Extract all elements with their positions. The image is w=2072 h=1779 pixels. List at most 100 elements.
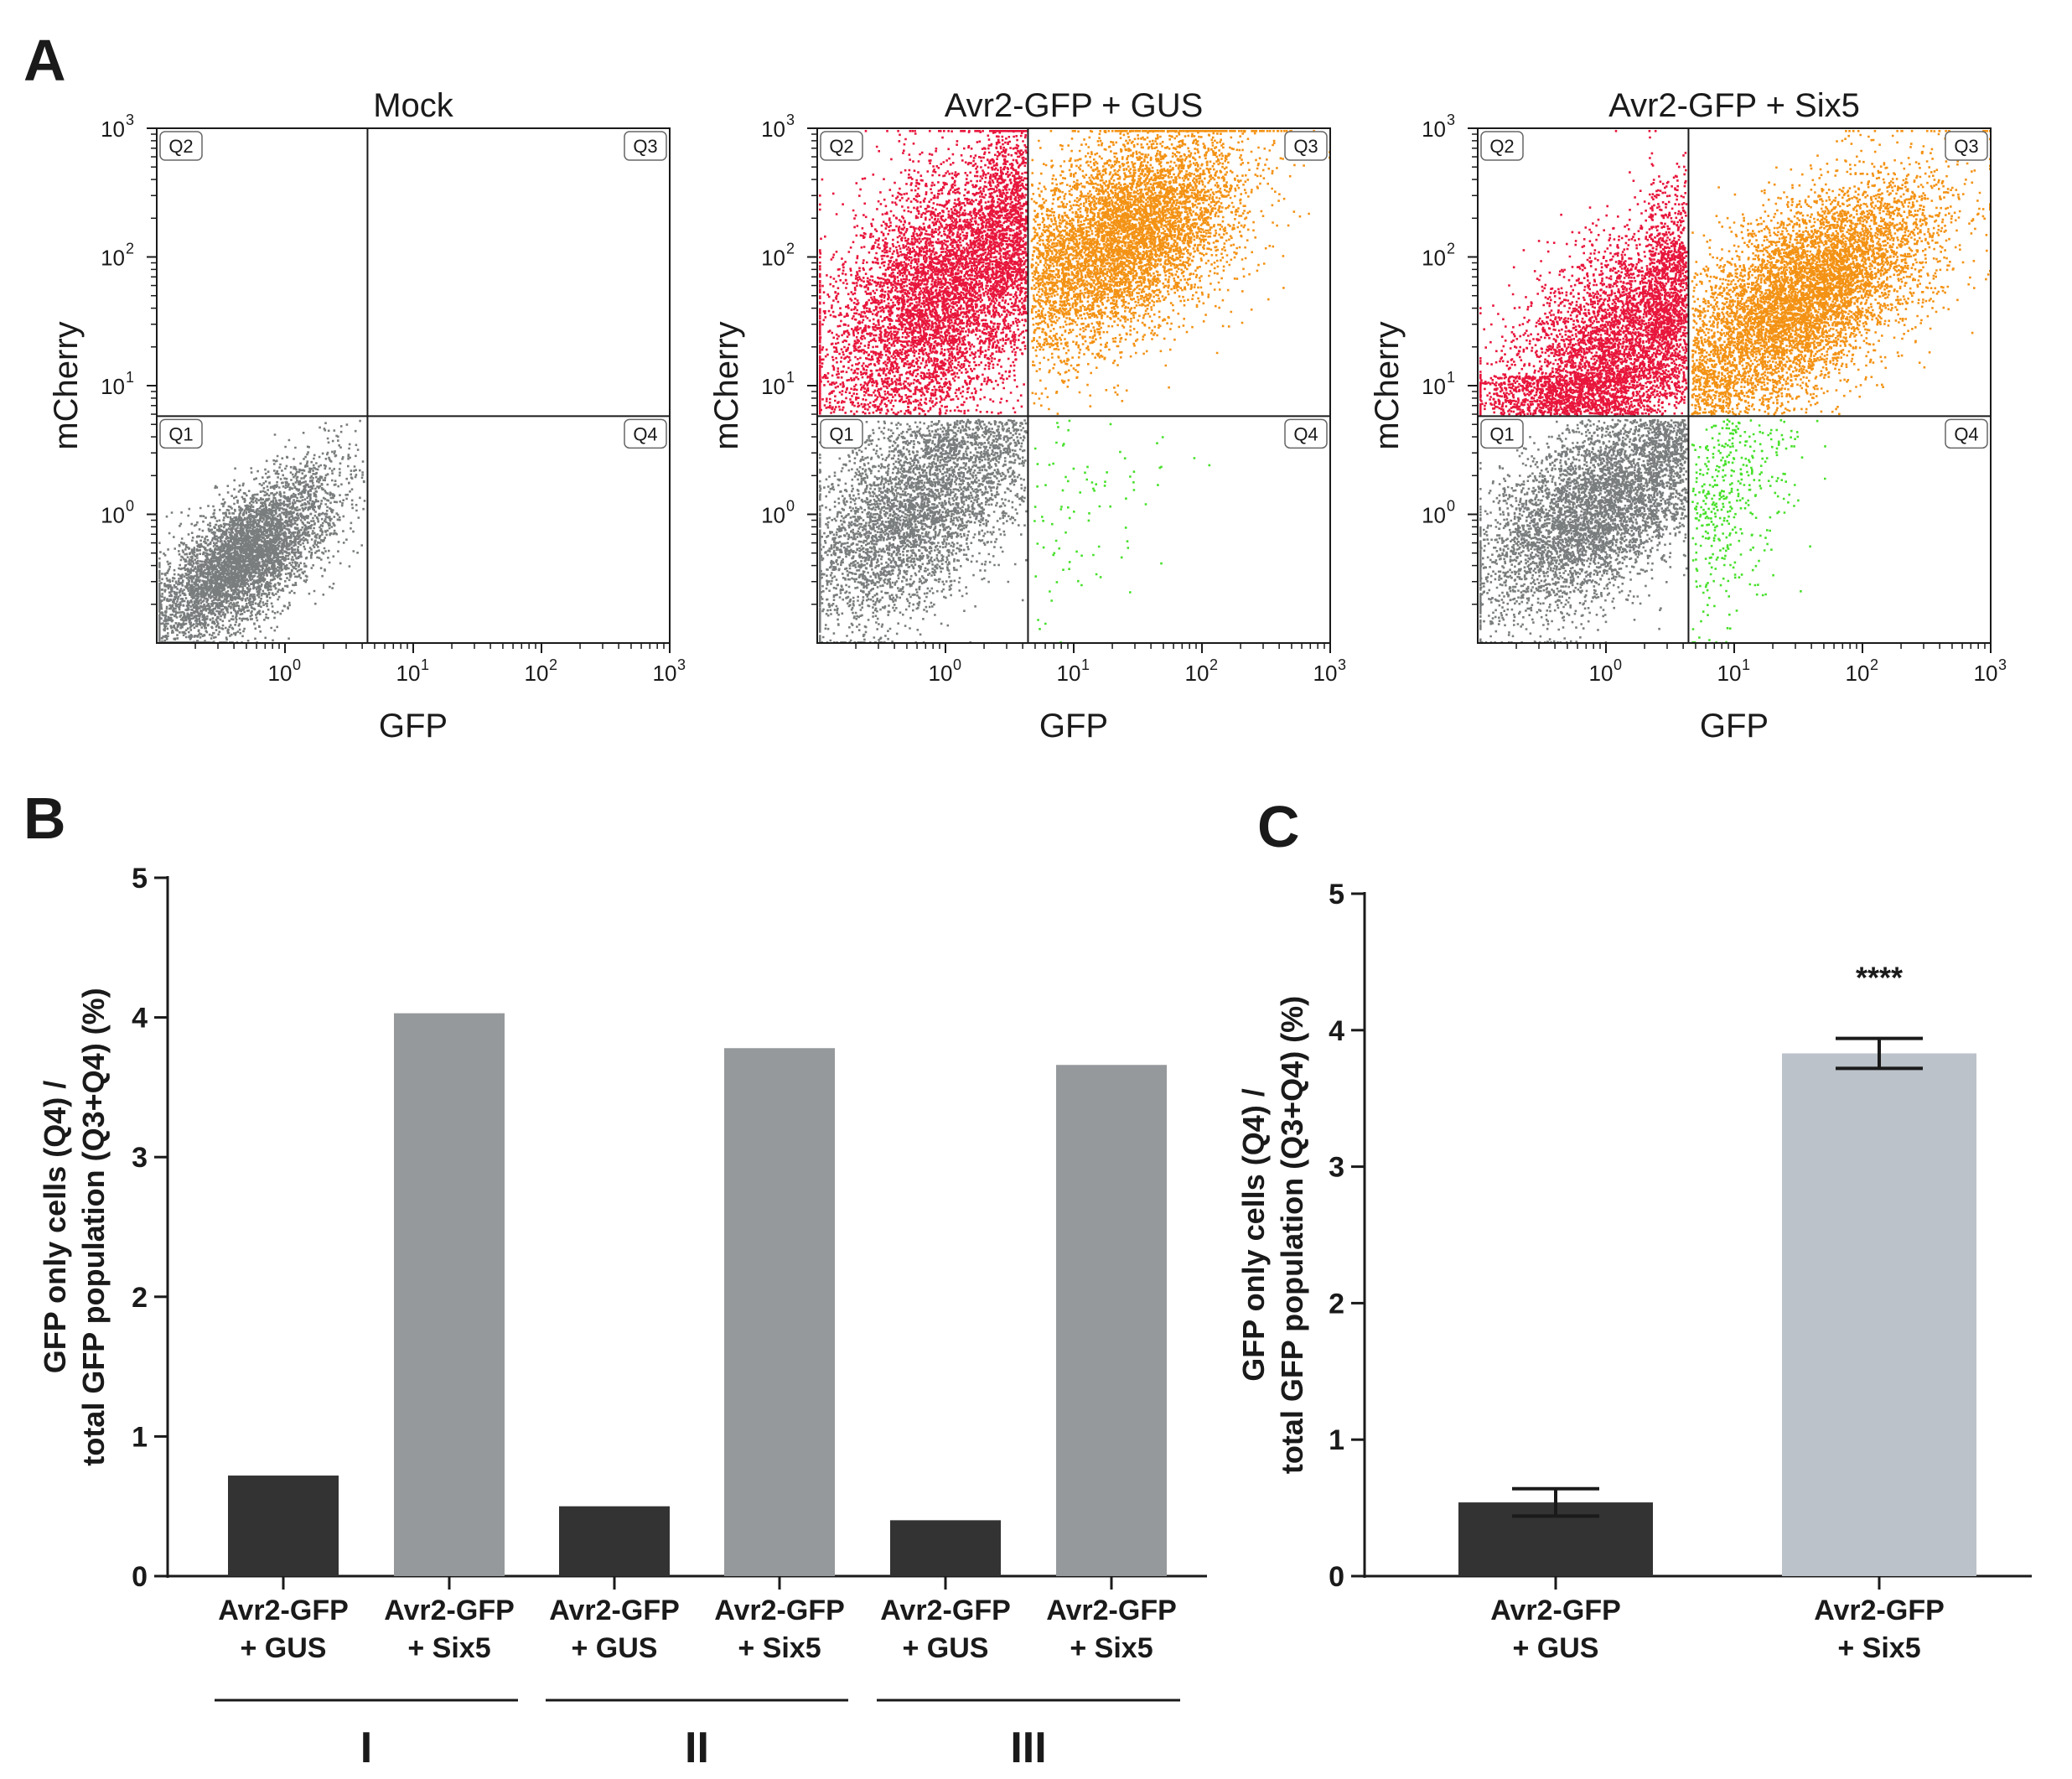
y-tick-label: 10	[1422, 374, 1446, 399]
x-tick-exponent: 1	[1081, 656, 1090, 673]
quadrant-label-box	[159, 418, 203, 449]
x-tick-exponent: 0	[953, 656, 961, 673]
quadrant-label-box	[1945, 131, 1988, 161]
quadrant-label: Q3	[633, 136, 657, 157]
population-q1-dots	[819, 418, 1028, 644]
x-tick-label: 10	[396, 661, 421, 686]
category-label-line1: Avr2-GFP	[1814, 1595, 1945, 1626]
category-label-line2: + GUS	[241, 1632, 327, 1664]
y-tick-label: 10	[101, 503, 125, 528]
quadrant-label: Q4	[1954, 423, 1978, 444]
category-label-line2: + Six5	[1837, 1632, 1920, 1664]
x-tick-exponent: 3	[1338, 656, 1346, 673]
quadrant-label-box	[1284, 131, 1328, 161]
y-tick-exponent: 2	[786, 241, 795, 257]
group-label: III	[1010, 1724, 1046, 1772]
y-axis-title-line1: GFP only cells (Q4) /	[1236, 1088, 1271, 1381]
quadrant-label-box	[820, 131, 863, 161]
x-tick-label: 10	[1974, 661, 1998, 686]
x-tick-exponent: 3	[1998, 656, 2007, 673]
quadrant-label: Q4	[1293, 423, 1318, 444]
quadrant-label: Q4	[633, 423, 657, 444]
y-axis-title: mCherry	[708, 321, 745, 449]
y-tick-exponent: 1	[126, 369, 134, 386]
x-tick-label: 10	[1717, 661, 1742, 686]
y-tick-label: 2	[132, 1282, 148, 1314]
significance-marker: ****	[1856, 961, 1903, 995]
population-q4-dots	[1033, 419, 1211, 644]
y-tick-exponent: 1	[786, 369, 795, 386]
y-tick-label: 5	[132, 863, 148, 895]
y-tick-exponent: 0	[786, 498, 795, 515]
population-q3-dots	[1030, 130, 1331, 415]
group-label: I	[360, 1724, 372, 1772]
x-tick-label: 10	[525, 661, 549, 686]
y-tick-label: 1	[1329, 1424, 1344, 1456]
bar-4	[890, 1520, 1001, 1576]
x-tick-exponent: 1	[1742, 656, 1750, 673]
plot-title: Mock	[373, 87, 454, 124]
x-tick-label: 10	[1057, 661, 1081, 686]
quadrant-label-box	[159, 131, 203, 161]
x-tick-exponent: 0	[1614, 656, 1622, 673]
bar-chart-replicates: 0 1 2 3 4 5 GFP only cells (Q4) / total GFP pop…	[38, 863, 1207, 1772]
population-q1-dots	[1479, 418, 1688, 644]
y-tick-label: 4	[132, 1003, 148, 1035]
bar-1	[394, 1013, 505, 1576]
x-tick-label: 10	[1589, 661, 1614, 686]
y-axis-title: mCherry	[1369, 321, 1406, 449]
y-axis-title: mCherry	[48, 321, 85, 449]
quadrant-label: Q2	[168, 136, 193, 157]
plot-title: Avr2-GFP + Six5	[1608, 87, 1860, 124]
y-tick-label: 2	[1329, 1288, 1344, 1320]
x-tick-exponent: 2	[1870, 656, 1878, 673]
y-axis-title-line2: total GFP population (Q3+Q4) (%)	[76, 988, 111, 1465]
x-axis-title: GFP	[1700, 708, 1769, 744]
y-tick-label: 0	[1329, 1561, 1344, 1593]
y-tick-label: 10	[761, 374, 785, 399]
x-tick-exponent: 0	[293, 656, 301, 673]
quadrant-label-box	[1284, 418, 1328, 449]
x-tick-label: 10	[268, 661, 293, 686]
y-tick-exponent: 1	[1447, 369, 1455, 386]
quadrant-label: Q1	[168, 423, 193, 444]
population-q4-dots	[1691, 418, 1826, 644]
quadrant-label: Q1	[829, 423, 853, 444]
y-tick-exponent: 2	[1447, 241, 1455, 257]
x-tick-label: 10	[1313, 661, 1338, 686]
category-label-line1: Avr2-GFP	[880, 1595, 1011, 1626]
x-tick-exponent: 2	[1210, 656, 1218, 673]
quadrant-label: Q3	[1954, 136, 1978, 157]
y-tick-label: 10	[101, 117, 125, 142]
y-tick-label: 10	[761, 246, 785, 271]
x-tick-label: 10	[1185, 661, 1210, 686]
category-label-line1: Avr2-GFP	[549, 1595, 680, 1626]
quadrant-label-box	[820, 418, 863, 449]
quadrant-label-box	[1480, 131, 1524, 161]
y-tick-exponent: 3	[786, 112, 795, 128]
bar-2	[559, 1506, 670, 1576]
category-label-line2: + GUS	[903, 1632, 989, 1664]
y-axis-title-line1: GFP only cells (Q4) /	[38, 1081, 72, 1373]
y-tick-exponent: 2	[126, 241, 134, 257]
quadrant-label: Q1	[1489, 423, 1514, 444]
population-q1-dots	[158, 419, 366, 644]
bar-3	[724, 1048, 835, 1576]
y-tick-label: 10	[101, 374, 125, 399]
y-tick-exponent: 0	[126, 498, 134, 515]
y-tick-label: 10	[101, 246, 125, 271]
panel-c-letter: C	[1257, 794, 1300, 859]
quadrant-label-box	[1945, 418, 1988, 449]
y-tick-label: 10	[1422, 503, 1446, 528]
quadrant-label-box	[624, 131, 667, 161]
category-label-line1: Avr2-GFP	[1490, 1595, 1621, 1626]
y-tick-label: 1	[132, 1421, 148, 1453]
x-tick-exponent: 1	[421, 656, 429, 673]
x-tick-exponent: 3	[677, 656, 686, 673]
y-tick-exponent: 0	[1447, 498, 1455, 515]
plot-title: Avr2-GFP + GUS	[945, 87, 1204, 124]
quadrant-label: Q2	[1489, 136, 1514, 157]
